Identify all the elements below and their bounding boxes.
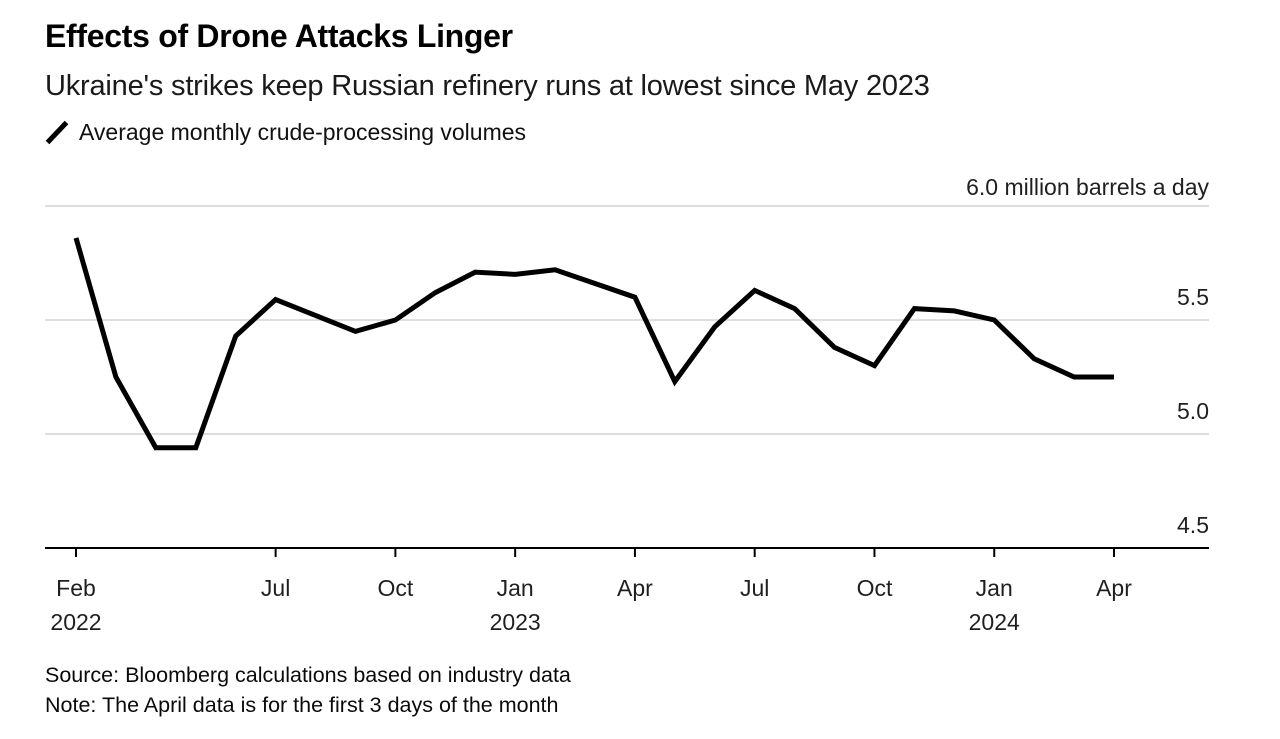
x-tick-label-month: Jul xyxy=(261,575,290,601)
y-tick-label-4.5: 4.5 xyxy=(1177,512,1209,538)
legend-label: Average monthly crude-processing volumes xyxy=(79,118,527,145)
april-note: Note: The April data is for the first 3 … xyxy=(45,693,559,717)
x-tick-label-month: Oct xyxy=(377,575,413,601)
x-tick-label-month: Jan xyxy=(976,575,1013,601)
x-tick-label-month: Oct xyxy=(857,575,893,601)
x-tick-label-month: Apr xyxy=(617,575,653,601)
line-series-key-icon xyxy=(45,120,69,144)
x-tick-label-month: Jan xyxy=(497,575,534,601)
x-tick-label-month: Feb xyxy=(56,575,96,601)
source-note: Source: Bloomberg calculations based on … xyxy=(45,663,571,687)
crude-processing-line xyxy=(73,237,1114,451)
chart-footer: Source: Bloomberg calculations based on … xyxy=(45,660,571,720)
line-chart: 6.0 million barrels a day 4.5 5.0 5.5 Feb 202… xyxy=(0,160,1280,660)
x-tick-label-year: 2023 xyxy=(490,609,541,635)
x-tick-label-month: Apr xyxy=(1096,575,1132,601)
y-tick-label-5.5: 5.5 xyxy=(1177,284,1209,310)
x-tick-label-year: 2024 xyxy=(969,609,1020,635)
y-axis-unit-label: 6.0 million barrels a day xyxy=(966,174,1209,200)
x-tick-label-year: 2022 xyxy=(50,609,101,635)
chart-legend: Average monthly crude-processing volumes xyxy=(45,117,526,147)
chart-title: Effects of Drone Attacks Linger xyxy=(45,18,513,54)
x-tick-label-month: Jul xyxy=(740,575,769,601)
chart-subtitle: Ukraine's strikes keep Russian refinery … xyxy=(45,70,930,102)
line-chart-svg: 6.0 million barrels a day 4.5 5.0 5.5 Feb 202… xyxy=(45,174,1209,635)
y-tick-label-5.0: 5.0 xyxy=(1177,398,1209,424)
